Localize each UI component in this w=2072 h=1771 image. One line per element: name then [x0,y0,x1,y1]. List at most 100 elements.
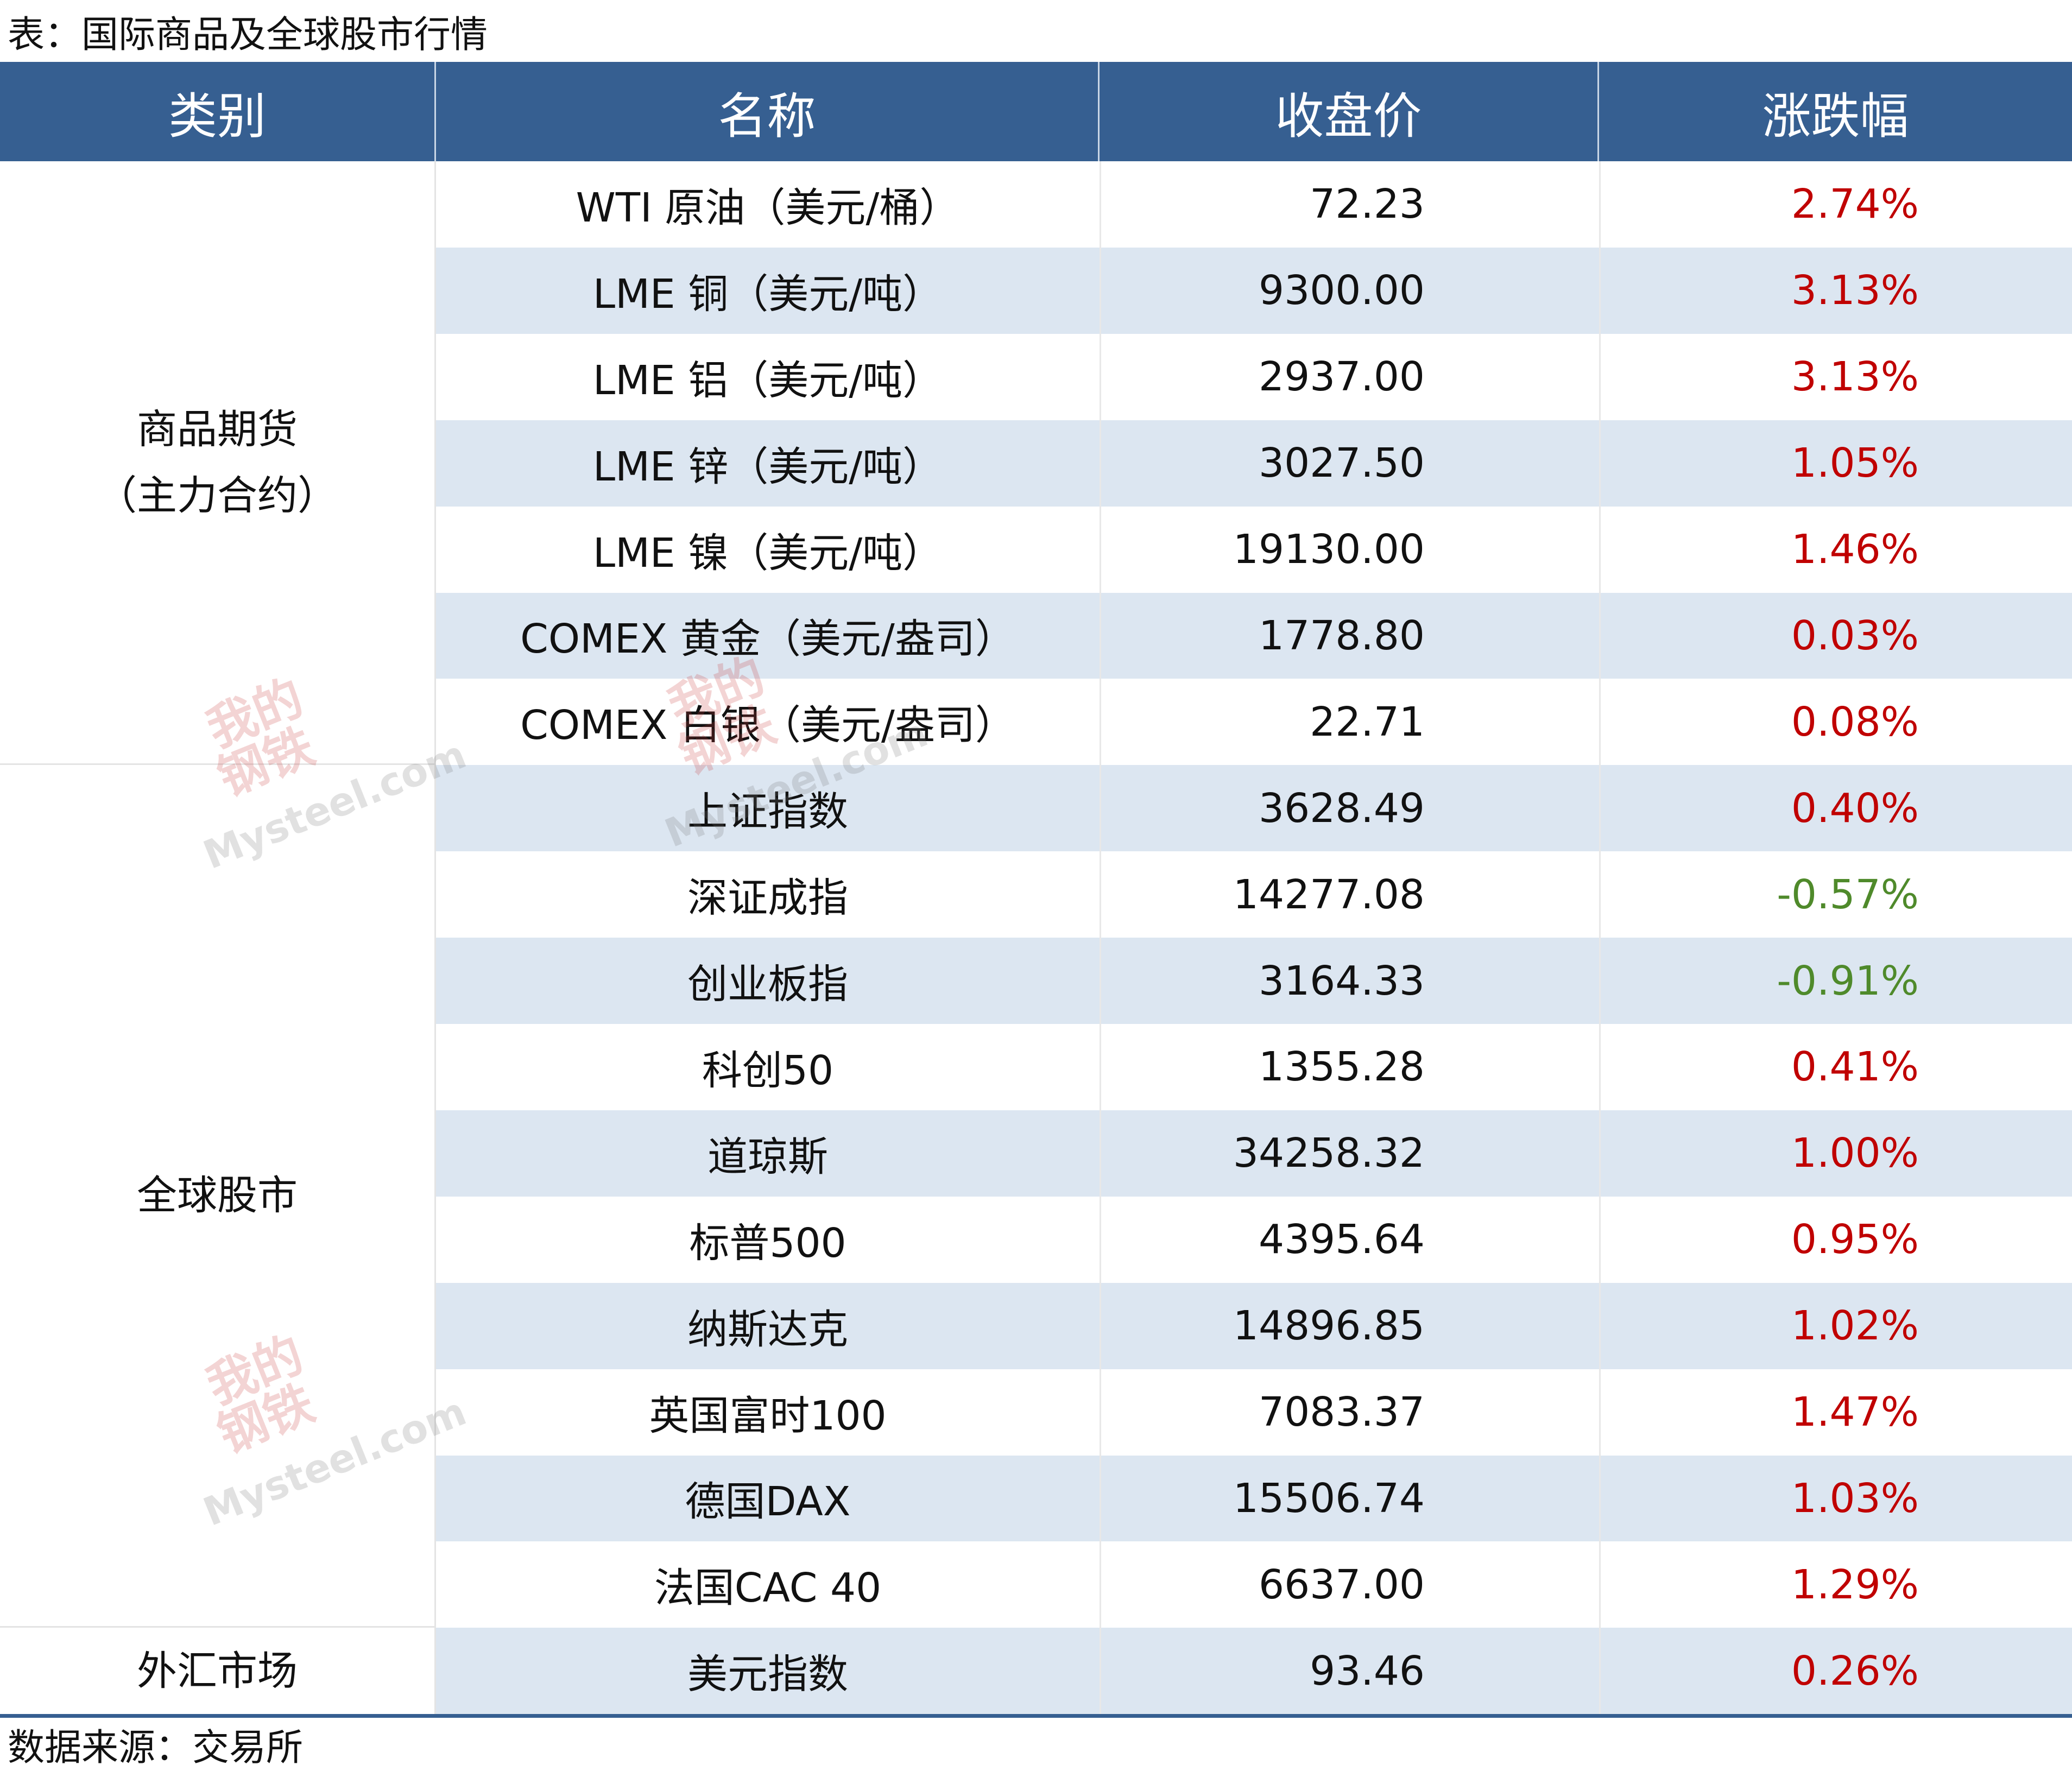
name-cell: 英国富时100 [649,1392,887,1439]
change-cell: 1.02% [1791,1302,1919,1350]
name-cell: 创业板指 [687,961,848,1008]
close-cell: 3164.33 [1258,957,1425,1004]
col-sep [1100,1628,1101,1715]
close-cell: 2937.00 [1258,353,1425,401]
col-sep [1599,1282,1601,1370]
change-cell: 1.46% [1791,526,1919,573]
close-cell: 19130.00 [1233,526,1425,573]
change-cell: 1.05% [1791,440,1919,487]
close-cell: 93.46 [1310,1647,1425,1694]
change-cell: 1.47% [1791,1389,1919,1436]
group-cell: 商品期货 （主力合约） [0,161,436,766]
name-cell: 深证成指 [687,875,848,922]
row-bg [436,333,2072,421]
name-cell: 美元指数 [687,1651,848,1698]
col-sep [1599,1541,1601,1628]
row-bg [436,679,2072,766]
row-bg [436,592,2072,679]
col-sep [1100,1282,1101,1370]
row-bg [436,1196,2072,1283]
col-sep [1100,765,1101,852]
col-sep [1100,506,1101,593]
col-sep [1100,420,1101,507]
change-cell: 0.95% [1791,1216,1919,1263]
row-bg [436,1628,2072,1715]
name-cell: COMEX 白银（美元/盎司） [520,702,1015,749]
change-cell: -0.91% [1777,957,1919,1004]
close-cell: 6637.00 [1258,1561,1425,1608]
close-cell: 3628.49 [1258,785,1425,832]
change-cell: 3.13% [1791,353,1919,401]
change-cell: -0.57% [1777,871,1919,918]
col-sep [1100,247,1101,334]
col-sep [1100,1024,1101,1111]
col-sep [1100,161,1101,248]
col-sep [1100,333,1101,421]
col-sep [1599,938,1601,1024]
group-label: （主力合约） [97,472,338,519]
title: 表：国际商品及全球股市行情 [8,13,488,56]
name-cell: COMEX 黄金（美元/盎司） [520,616,1015,663]
name-cell: LME 镍（美元/吨） [592,529,943,577]
close-cell: 34258.32 [1233,1130,1425,1177]
change-cell: 1.03% [1791,1475,1919,1522]
name-cell: 科创50 [702,1047,834,1094]
col-sep [1100,679,1101,766]
name-cell: 法国CAC 40 [654,1565,882,1612]
col-sep [1599,1455,1601,1542]
col-sep [1100,1110,1101,1197]
col-sep [1599,333,1601,421]
col-sep [1599,420,1601,507]
name-cell: WTI 原油（美元/桶） [576,184,960,231]
row-bg [436,1369,2072,1456]
close-cell: 72.23 [1310,181,1425,228]
name-cell: LME 铝（美元/吨） [592,357,943,404]
close-cell: 4395.64 [1258,1216,1425,1263]
close-cell: 1355.28 [1258,1043,1425,1091]
group-label: 外汇市场 [137,1647,298,1694]
group-cell: 外汇市场 [0,1628,436,1715]
col-sep [1100,592,1101,679]
header-cell: 类别 [0,62,436,161]
row-bg [436,161,2072,248]
col-sep [1599,592,1601,679]
change-cell: 0.40% [1791,785,1919,832]
header-cell: 名称 [436,62,1100,161]
change-cell: 3.13% [1791,267,1919,314]
col-sep [1599,1110,1601,1197]
change-cell: 0.26% [1791,1647,1919,1694]
row-bg [436,420,2072,507]
col-sep [1100,1455,1101,1542]
change-cell: 2.74% [1791,181,1919,228]
close-cell: 9300.00 [1258,267,1425,314]
close-cell: 3027.50 [1258,440,1425,487]
col-sep [1599,679,1601,766]
group-label: 全球股市 [137,1172,298,1219]
row-bg [436,765,2072,852]
row-bg [436,938,2072,1024]
change-cell: 0.41% [1791,1043,1919,1091]
row-bg [436,247,2072,334]
col-sep [1599,1628,1601,1715]
col-sep [1100,1196,1101,1283]
name-cell: 德国DAX [685,1478,851,1526]
row-bg [436,1541,2072,1628]
name-cell: 纳斯达克 [687,1306,848,1353]
close-cell: 14277.08 [1233,871,1425,918]
group-label: 商品期货 [137,406,298,453]
header-cell: 收盘价 [1100,62,1599,161]
close-cell: 7083.37 [1258,1389,1425,1436]
close-cell: 14896.85 [1233,1302,1425,1350]
close-cell: 15506.74 [1233,1475,1425,1522]
col-sep [1599,161,1601,248]
name-cell: 道琼斯 [707,1133,828,1180]
col-sep [1599,247,1601,334]
col-sep [1100,851,1101,938]
bottom-rule [0,1714,2072,1718]
col-sep [1100,1541,1101,1628]
row-bg [436,1282,2072,1370]
group-cell: 全球股市 [0,765,436,1628]
header-cell: 涨跌幅 [1599,62,2072,161]
col-sep [1599,1024,1601,1111]
